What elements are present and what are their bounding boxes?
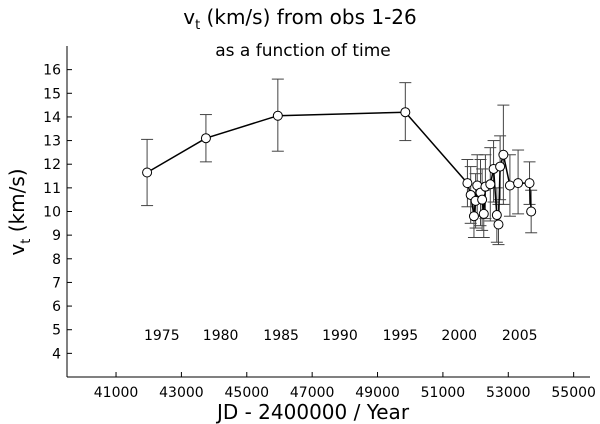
y-tick-label: 9 [52, 228, 61, 244]
y-tick-label: 10 [43, 205, 61, 221]
x-ticks: 41000 43000 45000 47000 49000 51000 53000 55000 [94, 372, 596, 401]
data-point [493, 219, 504, 230]
year-label: 1995 [383, 328, 419, 344]
x-tick-label: 51000 [421, 385, 466, 401]
data-point [272, 110, 283, 121]
y-tick-label: 14 [43, 110, 61, 126]
x-tick-label: 41000 [94, 385, 139, 401]
year-labels: 1975 1980 1985 1990 1995 2000 2005 [144, 328, 538, 344]
data-point [485, 179, 496, 190]
x-tick-label: 43000 [159, 385, 204, 401]
y-tick-label: 15 [43, 86, 61, 102]
markers [142, 107, 537, 230]
x-tick-label: 47000 [290, 385, 335, 401]
y-tick-label: 12 [43, 157, 61, 173]
y-axis-title: vt (km/s) [5, 168, 34, 255]
data-point [400, 107, 411, 118]
data-point [498, 149, 509, 160]
x-tick-label: 55000 [551, 385, 596, 401]
data-point [200, 133, 211, 144]
data-point [495, 161, 506, 172]
data-point [478, 208, 489, 219]
plot-area: 4 5 6 7 8 9 10 11 12 13 14 15 16 41000 43000 45000 4700… [43, 46, 596, 401]
year-label: 1985 [263, 328, 299, 344]
y-tick-label: 4 [52, 346, 61, 362]
year-label: 1975 [144, 328, 180, 344]
y-tick-label: 13 [43, 134, 61, 150]
y-tick-label: 5 [52, 323, 61, 339]
data-point [524, 178, 535, 189]
y-tick-label: 11 [43, 181, 61, 197]
chart-subtitle: as a function of time [215, 41, 391, 61]
chart-title: vt (km/s) from obs 1-26 [183, 5, 417, 33]
year-label: 1990 [322, 328, 358, 344]
y-ticks: 4 5 6 7 8 9 10 11 12 13 14 15 16 [43, 63, 72, 362]
data-point [468, 211, 479, 222]
y-tick-label: 6 [52, 299, 61, 315]
year-label: 2000 [441, 328, 477, 344]
data-point [477, 194, 488, 205]
y-tick-label: 16 [43, 63, 61, 79]
data-point [504, 180, 515, 191]
data-point [526, 206, 537, 217]
x-axis-title: JD - 2400000 / Year [215, 400, 410, 424]
x-tick-label: 45000 [225, 385, 270, 401]
year-label: 2005 [502, 328, 538, 344]
y-tick-label: 7 [52, 275, 61, 291]
year-label: 1980 [203, 328, 239, 344]
x-tick-label: 53000 [486, 385, 531, 401]
y-tick-label: 8 [52, 252, 61, 268]
error-bars [141, 78, 538, 246]
data-point [462, 178, 473, 189]
data-point [513, 178, 524, 189]
data-point [491, 210, 502, 221]
x-tick-label: 49000 [355, 385, 400, 401]
data-point [142, 167, 153, 178]
